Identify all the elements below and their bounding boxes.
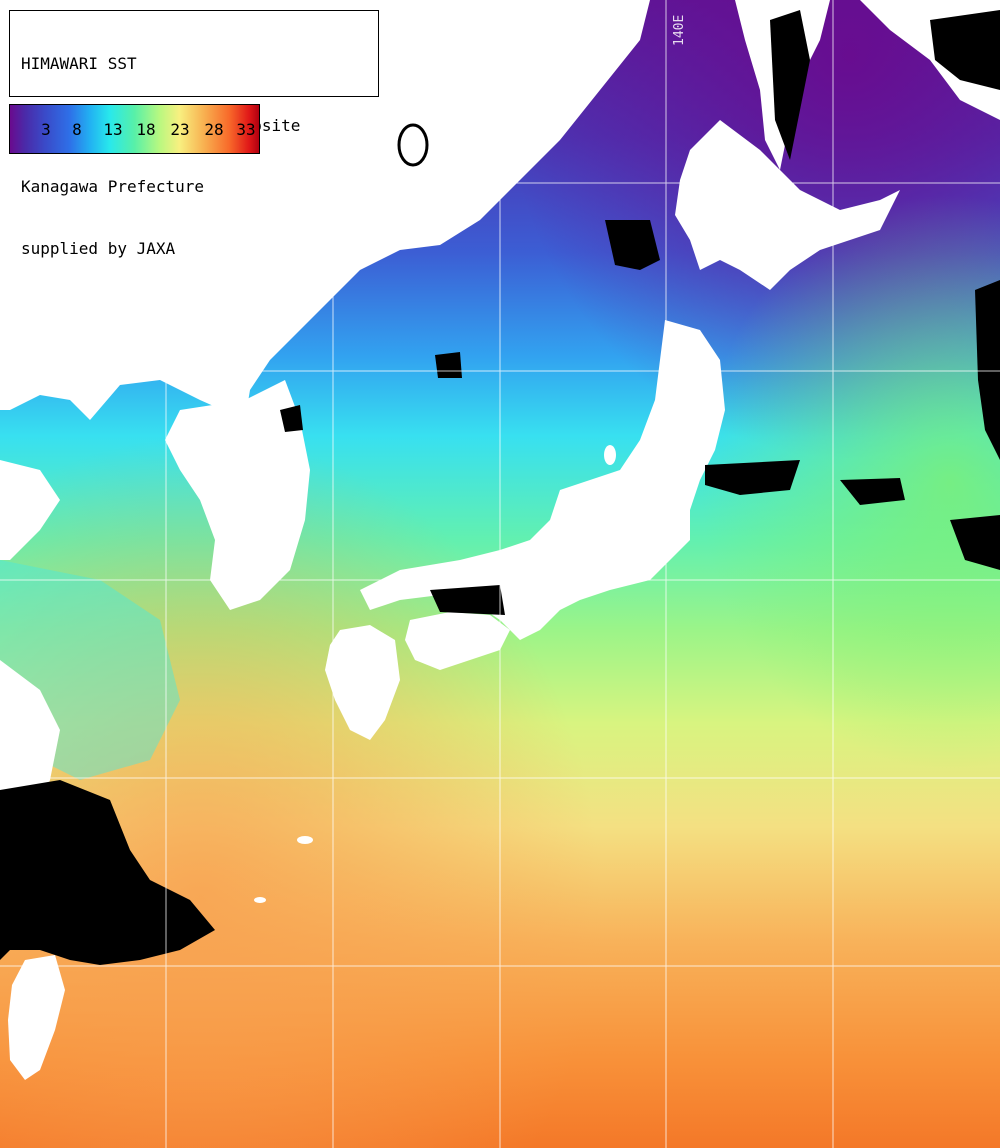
cloud-cover	[605, 220, 660, 270]
kyushu	[325, 625, 400, 740]
map-info-box: HIMAWARI SST 2026/03/20(UTC) Day Composi…	[9, 10, 379, 258]
cloud-cover	[975, 280, 1000, 460]
cloud-cover	[0, 780, 215, 965]
legend-label: 23	[170, 120, 190, 139]
cloud-cover	[930, 10, 1000, 90]
legend-label: 18	[136, 120, 156, 139]
cloud-cover	[950, 515, 1000, 570]
cloud-cover	[435, 352, 462, 378]
legend-label: 33	[236, 120, 256, 139]
island	[254, 897, 266, 903]
legend-label: 13	[103, 120, 123, 139]
shikoku	[405, 612, 510, 670]
honshu	[360, 320, 725, 640]
legend-label: 8	[72, 120, 82, 139]
latitude-label: 40N	[12, 352, 36, 367]
info-line-source: supplied by JAXA	[21, 238, 176, 258]
shandong-peninsula	[0, 460, 60, 560]
info-line-title: HIMAWARI SST	[21, 54, 137, 73]
taiwan	[8, 955, 65, 1080]
temperature-legend: 3 8 13 18 23 28 33	[9, 104, 260, 154]
cloud-cover	[430, 585, 505, 615]
cloud-cover	[770, 10, 810, 160]
legend-label: 28	[204, 120, 224, 139]
legend-label: 3	[41, 120, 51, 139]
cloud-cover	[840, 478, 905, 505]
cloud-cover	[705, 460, 800, 495]
cloud-cover	[280, 405, 303, 432]
hokkaido	[675, 120, 900, 290]
island	[297, 836, 313, 844]
island	[604, 445, 616, 465]
island	[397, 123, 429, 167]
longitude-label: 140E	[672, 14, 687, 46]
korean-peninsula	[165, 380, 310, 610]
info-line-region: Kanagawa Prefecture	[21, 177, 205, 196]
